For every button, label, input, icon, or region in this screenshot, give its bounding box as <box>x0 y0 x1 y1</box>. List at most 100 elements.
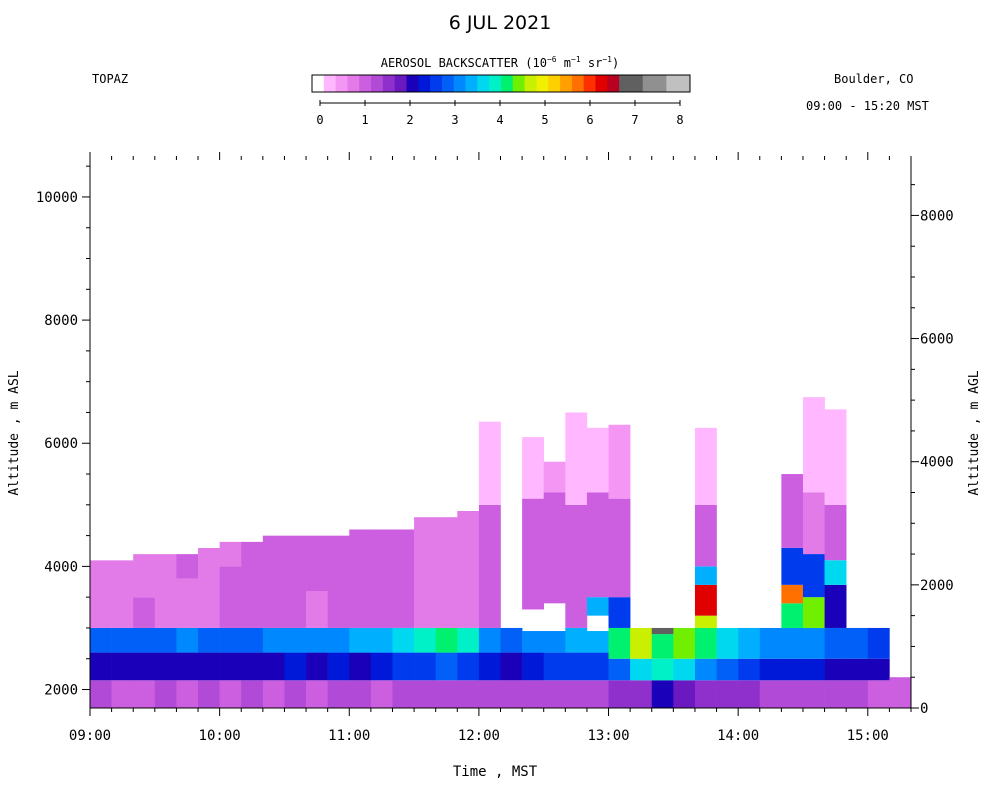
heatmap-cell <box>846 658 869 681</box>
heatmap-cell <box>176 437 199 555</box>
heatmap-cell <box>90 560 112 628</box>
instrument-label: TOPAZ <box>92 72 129 86</box>
heatmap-cell <box>219 541 242 567</box>
heatmap-cell <box>154 627 177 653</box>
colorbar-tick-label: 4 <box>496 113 503 127</box>
colorbar-title-exp3: −1 <box>602 55 612 64</box>
heatmap-cell <box>586 492 609 598</box>
colorbar-title-prefix: AEROSOL BACKSCATTER (10 <box>380 56 547 70</box>
colorbar-tick-label: 8 <box>676 113 683 127</box>
colorbar-swatch <box>489 75 502 92</box>
heatmap-cell <box>565 680 588 708</box>
heatmap-cell <box>435 680 458 708</box>
heatmap-cell <box>284 680 307 708</box>
heatmap-cell <box>781 603 804 628</box>
heatmap-cell <box>478 652 501 681</box>
heatmap-cell <box>565 627 588 653</box>
chart-title: 6 JUL 2021 <box>448 12 552 34</box>
heatmap-cell <box>219 566 242 628</box>
colorbar-title-exp1: −6 <box>546 55 557 64</box>
colorbar-swatch <box>394 75 407 92</box>
colorbar-swatch <box>477 75 490 92</box>
heatmap-cell <box>241 627 264 653</box>
colorbar-swatch <box>560 75 573 92</box>
heatmap-cell <box>651 680 674 708</box>
heatmap-cell <box>241 541 264 628</box>
heatmap-cell <box>759 680 782 708</box>
chart-axes: 09:00 10:00 11:00 12:00 13:00 14:00 15:00 2000 4… <box>36 152 954 744</box>
heatmap-cell <box>867 658 890 681</box>
heatmap-cell <box>133 437 156 555</box>
heatmap-cell <box>349 403 372 530</box>
heatmap-cell <box>327 652 350 681</box>
heatmap-cell <box>435 517 458 628</box>
heatmap-cell <box>176 578 199 628</box>
heatmap-cell <box>608 627 631 659</box>
heatmap-cells <box>90 341 912 708</box>
heatmap-cell <box>133 597 156 628</box>
colorbar-swatch <box>524 75 537 92</box>
heatmap-cell <box>306 627 328 653</box>
heatmap-cell <box>392 652 415 681</box>
heatmap-cell <box>154 554 177 628</box>
heatmap-cell <box>630 680 653 708</box>
heatmap-cell <box>284 627 307 653</box>
y-axis-label-left: Altitude , m ASL <box>7 370 22 495</box>
heatmap-cell <box>608 597 631 628</box>
heatmap-cell <box>198 363 220 438</box>
heatmap-cell <box>759 658 782 681</box>
heatmap-cell <box>111 652 134 681</box>
heatmap-cell <box>738 658 761 681</box>
heatmap-cell <box>802 627 825 659</box>
colorbar-swatch <box>453 75 466 92</box>
heatmap-cell <box>824 627 847 659</box>
colorbar-swatch <box>406 75 419 92</box>
heatmap-cell <box>414 627 436 653</box>
heatmap-cell <box>716 658 739 681</box>
heatmap-cell <box>219 437 242 542</box>
heatmap-cell <box>457 652 480 681</box>
y-tick-label-left: 8000 <box>44 313 78 329</box>
heatmap-cell <box>133 652 156 681</box>
heatmap-cell <box>738 627 761 659</box>
heatmap-cell <box>824 504 847 561</box>
heatmap-cell <box>111 680 134 708</box>
heatmap-cell <box>219 366 242 438</box>
heatmap-cell <box>154 652 177 681</box>
heatmap-cell <box>111 627 134 653</box>
heatmap-cell <box>327 535 350 628</box>
heatmap-cell <box>349 652 372 681</box>
heatmap-cell <box>306 680 328 708</box>
colorbar-title-mid: m <box>556 56 572 70</box>
heatmap-cell <box>781 474 804 548</box>
heatmap-cell <box>198 652 220 681</box>
heatmap-cell <box>284 535 307 628</box>
heatmap-cell <box>802 397 825 493</box>
heatmap-cell <box>111 344 134 438</box>
location-label: Boulder, CO <box>834 72 914 86</box>
heatmap-cell <box>543 631 566 653</box>
heatmap-cell <box>543 492 566 604</box>
heatmap-cell <box>90 627 112 653</box>
heatmap-cell <box>522 680 545 708</box>
heatmap-cell <box>673 680 696 708</box>
heatmap-cell <box>133 680 156 708</box>
colorbar-swatch <box>571 75 585 92</box>
heatmap-cell <box>370 403 393 530</box>
colorbar: 0 1 2 3 4 5 6 7 8 <box>311 74 691 127</box>
colorbar-swatch <box>630 75 644 92</box>
y-tick-label-right: 8000 <box>920 208 954 224</box>
colorbar-swatch <box>312 75 325 92</box>
colorbar-swatch <box>347 75 360 92</box>
x-tick-label: 12:00 <box>458 728 500 744</box>
y-tick-label-left: 4000 <box>44 559 78 575</box>
heatmap-cell <box>327 627 350 653</box>
heatmap-cell <box>90 341 112 438</box>
heatmap-cell <box>478 421 501 505</box>
heatmap-cell <box>414 517 436 628</box>
colorbar-swatch <box>359 75 372 92</box>
colorbar-title-exp2: −1 <box>571 55 581 64</box>
heatmap-cell <box>500 652 523 681</box>
heatmap-cell <box>824 560 847 585</box>
heatmap-cell <box>867 680 890 708</box>
